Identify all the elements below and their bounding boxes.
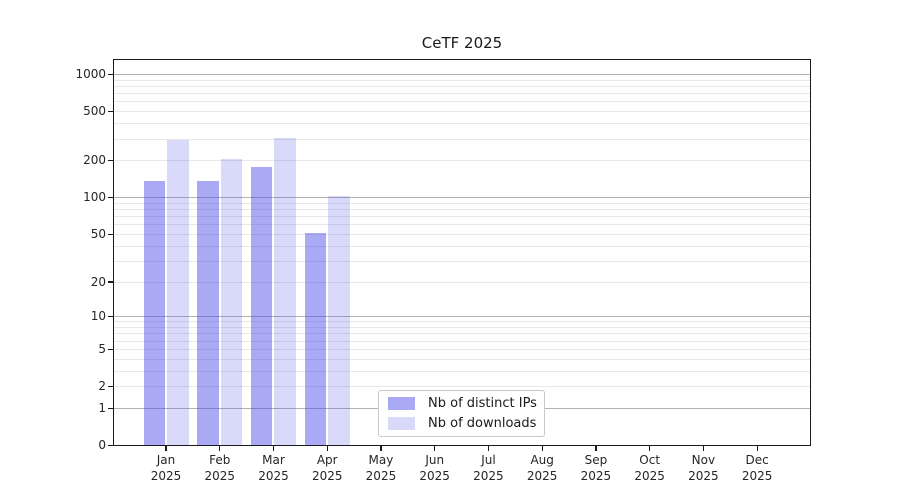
bar-distinct-ips-feb	[197, 181, 219, 445]
gridline-minor-8	[114, 327, 810, 328]
x-tick-sep	[595, 446, 597, 451]
bar-distinct-ips-jan	[143, 180, 165, 445]
gridline-major-100	[114, 197, 810, 199]
y-tick-0	[107, 444, 113, 447]
x-tick-label-sep: Sep 2025	[580, 453, 612, 483]
gridline-minor-60	[114, 224, 810, 226]
legend: Nb of distinct IPs Nb of downloads	[378, 390, 545, 437]
gridline-major-1000	[114, 73, 810, 75]
y-tick-100	[107, 197, 113, 199]
legend-item-downloads: Nb of downloads	[388, 416, 537, 431]
gridline-minor-700	[114, 93, 810, 95]
gridline-minor-200	[114, 160, 810, 162]
x-tick-mar	[272, 446, 275, 451]
gridline-minor-5	[114, 348, 810, 350]
gridline-minor-300	[114, 138, 810, 140]
gridline-minor-400	[114, 123, 810, 125]
y-tick-1	[107, 407, 113, 409]
y-tick-label-5: 5	[98, 341, 106, 356]
bar-distinct-ips-apr	[304, 233, 327, 445]
gridline-minor-2	[114, 386, 810, 387]
legend-swatch-downloads	[388, 417, 415, 430]
x-tick-jun	[434, 446, 436, 451]
x-tick-label-feb: Feb 2025	[204, 453, 235, 483]
gridline-minor-600	[114, 101, 810, 103]
gridline-minor-70	[114, 216, 810, 218]
y-tick-label-0: 0	[98, 438, 106, 452]
gridline-minor-6	[114, 340, 810, 342]
x-tick-jan	[165, 446, 167, 451]
y-tick-label-20: 20	[90, 274, 106, 289]
y-tick-label-500: 500	[83, 104, 106, 119]
y-tick-200	[107, 160, 113, 162]
y-tick-500	[107, 111, 113, 113]
bar-distinct-ips-mar	[250, 166, 273, 445]
legend-label-downloads: Nb of downloads	[428, 416, 537, 431]
x-tick-label-mar: Mar 2025	[258, 453, 289, 483]
legend-swatch-distinct-ips	[388, 397, 415, 410]
legend-label-distinct-ips: Nb of distinct IPs	[428, 396, 537, 411]
x-tick-label-nov: Nov 2025	[688, 453, 719, 483]
x-tick-nov	[702, 446, 704, 451]
gridline-minor-500	[114, 111, 810, 113]
x-tick-label-aug: Aug 2025	[526, 453, 558, 483]
gridline-minor-9	[114, 321, 810, 323]
gridline-minor-90	[114, 202, 810, 204]
gridline-minor-3	[114, 370, 810, 372]
y-tick-label-50: 50	[90, 226, 106, 241]
y-tick-50	[107, 233, 113, 235]
y-tick-20	[107, 281, 113, 283]
bar-downloads-feb	[220, 158, 243, 445]
x-tick-jul	[487, 446, 490, 451]
gridline-minor-800	[114, 85, 810, 87]
gridline-minor-900	[114, 79, 810, 81]
x-tick-label-jun: Jun 2025	[419, 453, 450, 483]
x-tick-label-jan: Jan 2025	[150, 453, 182, 483]
x-tick-aug	[541, 446, 543, 451]
bar-downloads-apr	[328, 195, 350, 445]
gridline-major-10	[114, 316, 810, 318]
plot-area	[113, 59, 811, 446]
x-tick-label-apr: Apr 2025	[311, 453, 343, 483]
gridline-minor-50	[114, 233, 810, 235]
x-tick-apr	[326, 446, 328, 451]
legend-item-distinct-ips: Nb of distinct IPs	[388, 396, 537, 411]
y-tick-1000	[107, 73, 113, 76]
gridline-minor-40	[114, 245, 810, 247]
gridline-minor-20	[114, 281, 810, 283]
y-tick-10	[107, 316, 113, 318]
bar-downloads-jan	[167, 139, 189, 445]
y-tick-2	[107, 385, 113, 388]
gridline-minor-30	[114, 260, 810, 262]
x-tick-label-dec: Dec 2025	[741, 453, 773, 483]
y-tick-label-10: 10	[90, 309, 106, 324]
x-tick-dec	[756, 446, 758, 451]
bar-downloads-mar	[274, 138, 296, 445]
x-tick-may	[380, 446, 382, 451]
chart-title: CeTF 2025	[421, 34, 503, 52]
x-tick-label-may: May 2025	[365, 453, 397, 483]
y-tick-label-1: 1	[98, 400, 106, 415]
x-tick-label-jul: Jul 2025	[473, 453, 504, 483]
x-tick-oct	[649, 446, 651, 451]
y-tick-label-2: 2	[98, 379, 106, 393]
gridline-minor-7	[114, 333, 810, 335]
y-tick-label-200: 200	[83, 153, 106, 168]
gridline-minor-4	[114, 358, 810, 360]
x-tick-label-oct: Oct 2025	[634, 453, 665, 483]
y-tick-label-100: 100	[83, 190, 106, 205]
y-tick-label-1000: 1000	[75, 66, 106, 81]
gridline-minor-80	[114, 209, 810, 211]
y-tick-5	[107, 348, 113, 350]
x-tick-feb	[219, 446, 221, 451]
